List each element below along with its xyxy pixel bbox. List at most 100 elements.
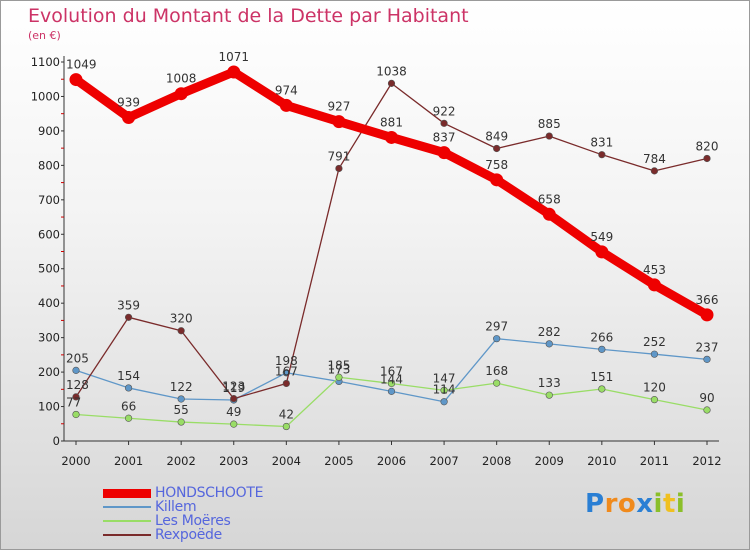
data-point	[598, 151, 606, 159]
data-point	[72, 393, 80, 401]
data-label: 168	[485, 364, 508, 378]
logo-letter: P	[585, 489, 605, 519]
data-label: 55	[174, 403, 189, 417]
data-point	[598, 385, 606, 393]
data-point	[385, 130, 398, 144]
data-point	[700, 308, 714, 322]
data-label: 266	[590, 330, 613, 344]
data-label: 173	[327, 362, 350, 376]
y-tick-label: 800	[38, 158, 60, 172]
data-label: 453	[643, 263, 666, 277]
x-tick-label: 2000	[61, 454, 90, 468]
legend-label: Killem	[155, 499, 197, 515]
data-point	[650, 350, 659, 358]
data-label: 320	[170, 312, 193, 326]
x-tick-label: 2005	[324, 454, 353, 468]
data-point	[545, 132, 553, 140]
data-point	[335, 373, 343, 381]
logo-letter: i	[653, 489, 663, 519]
legend-label: HONDSCHOOTE	[155, 485, 264, 501]
data-label: 114	[433, 383, 456, 397]
data-label: 185	[327, 358, 350, 372]
data-label: 1071	[218, 50, 249, 64]
data-point	[650, 396, 659, 404]
data-point	[174, 87, 188, 101]
data-label: 128	[66, 378, 89, 392]
data-label: 837	[433, 131, 456, 145]
data-label: 252	[643, 335, 666, 349]
data-label: 549	[590, 230, 613, 244]
y-tick-label: 100	[38, 400, 60, 414]
data-point	[332, 115, 346, 129]
data-point	[703, 406, 711, 414]
x-tick-label: 2004	[272, 454, 301, 468]
data-point	[387, 379, 396, 388]
data-point	[703, 355, 711, 363]
legend-swatch	[103, 520, 151, 522]
data-point	[387, 387, 396, 395]
data-label: 881	[380, 115, 403, 129]
data-point	[69, 73, 83, 87]
data-label: 831	[590, 136, 613, 150]
data-label: 151	[590, 370, 613, 384]
legend-label: Rexpoëde	[155, 527, 222, 543]
data-point	[230, 420, 238, 428]
x-tick-label: 2009	[535, 454, 564, 468]
legend-swatch	[103, 534, 151, 536]
data-label: 122	[170, 380, 193, 394]
data-label: 658	[538, 192, 561, 206]
legend-swatch	[103, 506, 151, 508]
x-tick-label: 2007	[429, 454, 458, 468]
data-point	[545, 391, 553, 399]
y-tick-label: 300	[38, 331, 60, 345]
y-tick-label: 0	[53, 434, 60, 448]
data-label: 927	[327, 100, 350, 114]
data-point	[124, 384, 133, 392]
logo-letter: t	[662, 489, 676, 519]
data-point	[387, 79, 396, 87]
data-point	[282, 422, 290, 431]
data-label: 123	[222, 380, 245, 394]
series-line	[71, 67, 712, 320]
x-tick-label: 2001	[114, 454, 143, 468]
x-tick-label: 2008	[482, 454, 511, 468]
data-label: 119	[222, 381, 245, 395]
data-label: 147	[433, 371, 456, 385]
data-point	[122, 110, 136, 124]
data-label: 282	[538, 325, 561, 339]
data-label: 849	[485, 129, 508, 143]
data-label: 120	[643, 381, 666, 395]
data-label: 297	[485, 320, 508, 334]
data-label: 167	[380, 364, 403, 378]
x-tick-label: 2003	[219, 454, 248, 468]
data-point	[703, 154, 711, 163]
data-point	[177, 418, 185, 426]
data-label: 66	[121, 399, 136, 413]
data-label: 1008	[166, 72, 197, 86]
data-label: 198	[275, 354, 298, 368]
data-label: 885	[538, 117, 561, 131]
data-point	[493, 335, 501, 343]
data-label: 366	[696, 293, 719, 307]
data-point	[124, 414, 133, 422]
data-label: 974	[275, 83, 298, 97]
y-tick-label: 400	[38, 296, 60, 310]
data-label: 237	[696, 340, 719, 354]
data-label: 922	[433, 104, 456, 118]
data-point	[177, 327, 185, 335]
y-tick-label: 900	[38, 124, 60, 138]
data-point	[227, 65, 241, 79]
y-tick-label: 1000	[31, 89, 60, 103]
y-tick-label: 600	[38, 227, 60, 241]
x-tick-label: 2012	[692, 454, 721, 468]
data-point	[440, 398, 448, 406]
y-tick-label: 500	[38, 262, 60, 276]
data-point	[72, 410, 80, 419]
legend-swatch	[103, 488, 151, 498]
data-point	[490, 173, 504, 187]
proxiti-logo: Proxiti	[585, 489, 685, 519]
logo-letter: r	[604, 489, 618, 519]
data-point	[230, 395, 238, 403]
